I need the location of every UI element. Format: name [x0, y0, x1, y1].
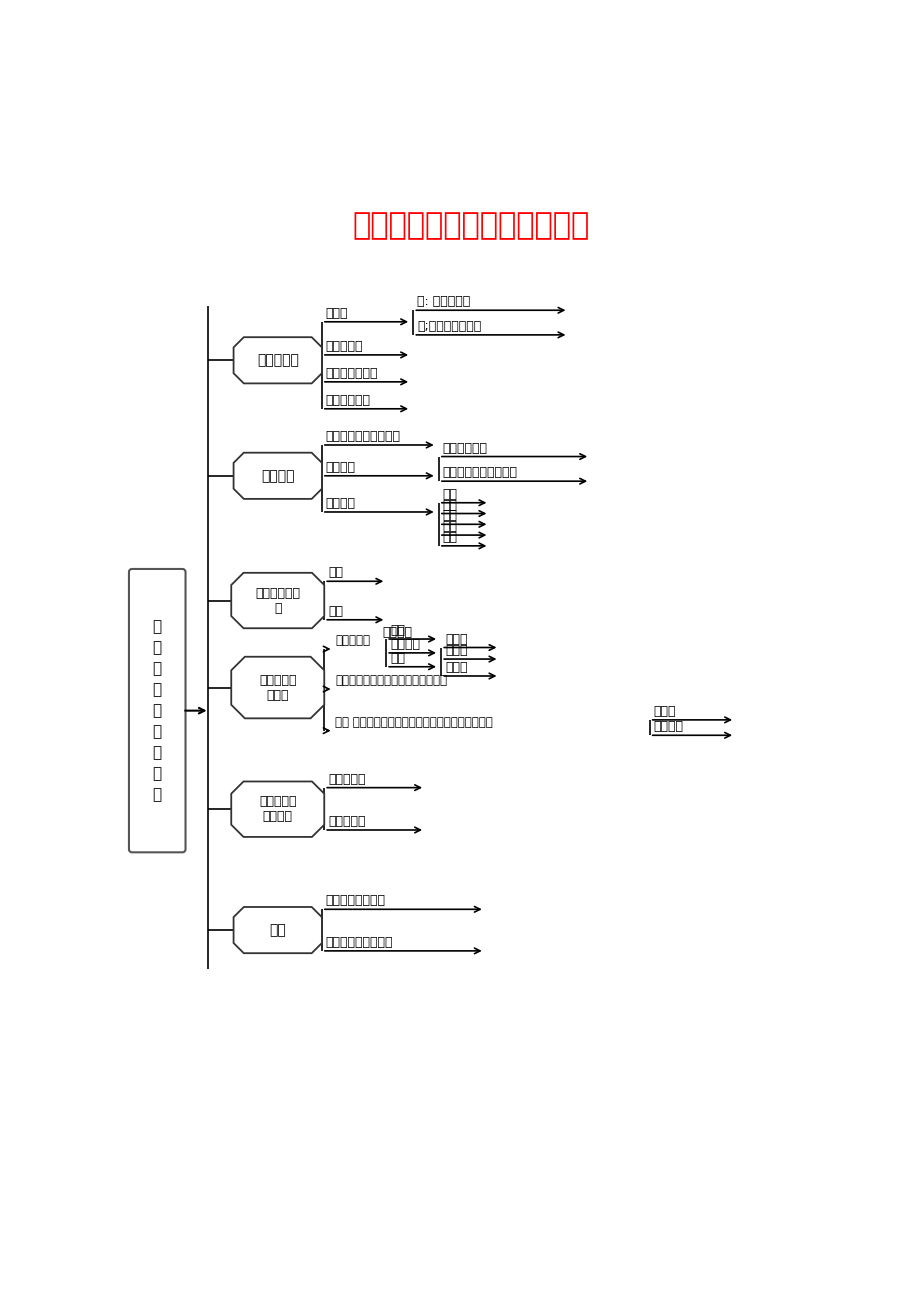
- Text: 等腰梯形: 等腰梯形: [652, 720, 683, 733]
- Text: 写;从最高位开始写: 写;从最高位开始写: [417, 320, 481, 333]
- Text: 垂直与平行: 垂直与平行: [335, 634, 369, 647]
- Text: 读和写: 读和写: [325, 307, 348, 320]
- Text: 长方形: 长方形: [445, 633, 467, 646]
- Text: 口算: 口算: [328, 566, 343, 579]
- Polygon shape: [231, 573, 323, 629]
- Text: 平行四边形：两组对边平行的四边行: 平行四边形：两组对边平行的四边行: [335, 674, 447, 687]
- Text: 数学广角：统计安排: 数学广角：统计安排: [325, 936, 393, 949]
- FancyBboxPatch shape: [129, 569, 186, 853]
- Text: 用计算器计算: 用计算器计算: [325, 393, 370, 406]
- Text: 小学四年级数学上册思维导图: 小学四年级数学上册思维导图: [353, 211, 589, 240]
- Text: 四
年
级
上
册
思
维
导
图: 四 年 级 上 册 思 维 导 图: [153, 620, 162, 802]
- Text: 计算工具的认识: 计算工具的认识: [325, 367, 378, 380]
- Text: 正方形: 正方形: [445, 644, 467, 658]
- Text: 腰、高: 腰、高: [652, 704, 675, 717]
- Polygon shape: [233, 337, 322, 383]
- Polygon shape: [231, 781, 323, 837]
- Text: 直角: 直角: [442, 499, 458, 512]
- Text: 梯形 一组对边平行的四边形（平行的对边不相等）: 梯形 一组对边平行的四边形（平行的对边不相等）: [335, 716, 493, 729]
- Text: 笔算: 笔算: [328, 605, 343, 618]
- Text: 平行四边形
和梯形: 平行四边形 和梯形: [259, 673, 296, 702]
- Text: 笔算：竖式: 笔算：竖式: [328, 815, 365, 828]
- Polygon shape: [231, 656, 323, 719]
- Text: 互相垂直: 互相垂直: [390, 638, 420, 651]
- Text: 大数的认识: 大数的认识: [256, 353, 299, 367]
- Text: 口算：消零: 口算：消零: [328, 772, 365, 785]
- Text: 周角: 周角: [442, 531, 458, 544]
- Text: 垂足: 垂足: [390, 652, 404, 665]
- Text: 垂线: 垂线: [390, 624, 404, 637]
- Text: 直线、射线、线段和角: 直线、射线、线段和角: [325, 430, 401, 443]
- Text: 角的分类: 角的分类: [325, 497, 356, 510]
- Text: 互相平行: 互相平行: [382, 625, 412, 638]
- Text: 角的度量: 角的度量: [325, 461, 356, 474]
- Text: 复式柱状图：统计: 复式柱状图：统计: [325, 894, 385, 907]
- Text: 读: 先分级再读: 读: 先分级再读: [417, 296, 470, 309]
- Text: 角的认识: 角的认识: [261, 469, 294, 483]
- Text: 点、线得合，读数准确: 点、线得合，读数准确: [442, 466, 517, 479]
- Text: 量角器的使用: 量角器的使用: [442, 441, 487, 454]
- Polygon shape: [233, 453, 322, 499]
- Text: 锐角: 锐角: [442, 488, 458, 501]
- Text: 其它: 其它: [269, 923, 286, 937]
- Polygon shape: [233, 907, 322, 953]
- Text: 除数是两位
数的除法: 除数是两位 数的除法: [259, 796, 296, 823]
- Text: 三位数乘二位
数: 三位数乘二位 数: [255, 586, 300, 615]
- Text: 钝角: 钝角: [442, 509, 458, 522]
- Text: 高、底: 高、底: [445, 661, 467, 674]
- Text: 平角: 平角: [442, 519, 458, 533]
- Text: 数级和数位: 数级和数位: [325, 340, 363, 353]
